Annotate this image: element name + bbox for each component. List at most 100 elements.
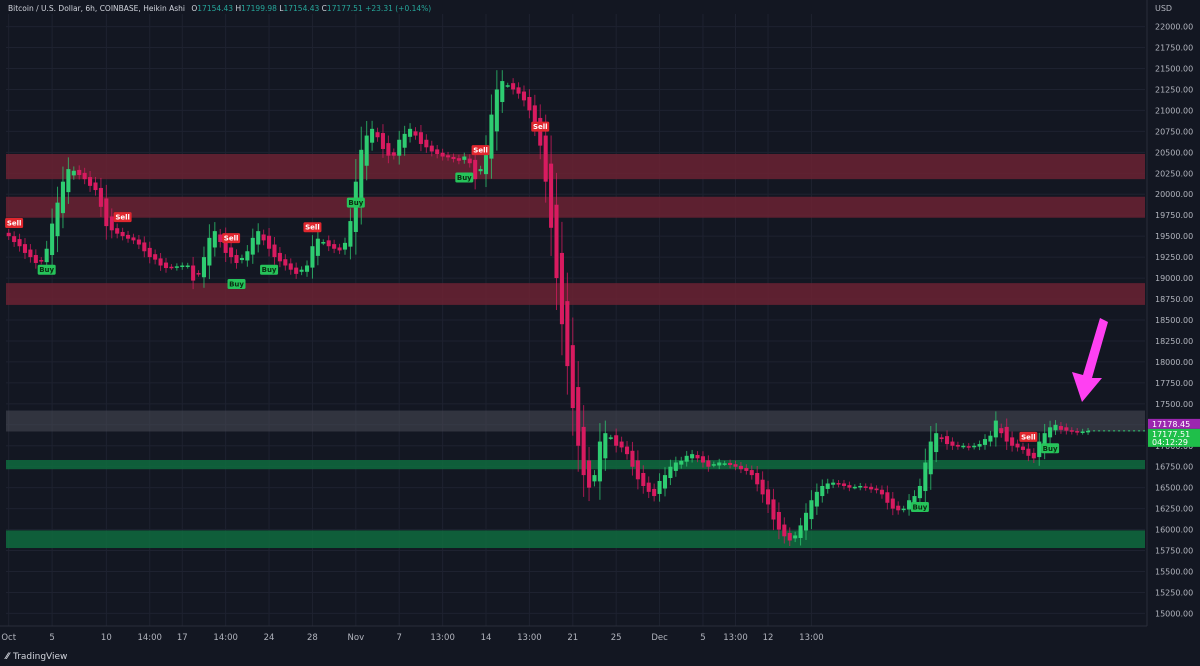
candle-body [543,135,548,182]
candle-body [679,460,684,465]
candle-body [272,244,277,258]
sell-signal-label: Sell [115,214,130,222]
price-axis[interactable]: USD 15000.00 15250.00 15500.00 15750.00 16000… [1146,0,1200,666]
candle-body [451,156,456,160]
candle-body [299,269,304,272]
candle-body [549,163,554,228]
candle-body [60,181,65,214]
low-label: L [279,4,284,13]
price-axis-bg [1147,0,1200,666]
candle-body [223,236,228,253]
sell-signal-label: Sell [305,224,320,232]
candle-body [6,232,11,237]
candle-body [554,204,559,279]
sell-signal-badge [5,218,24,229]
candle-body [163,262,169,269]
candle-body [294,267,299,274]
candle-body [744,467,749,471]
candle-body [267,235,272,249]
price-tick-label: 21750.00 [1155,44,1193,53]
candle-body [17,239,22,247]
chart-legend: Bitcoin / U.S. Dollar, 6h, COINBASE, Hei… [8,4,431,13]
price-tick-label: 18250.00 [1155,337,1193,346]
time-tick-label: 10 [101,633,112,643]
candle-body [1058,426,1063,430]
candle-body [158,258,163,266]
candle-body [646,482,651,492]
candle-body [630,450,635,467]
price-tick-label: 20250.00 [1155,169,1193,178]
candle-body [12,236,17,243]
candle-body [831,482,836,485]
candle-body [1086,430,1091,433]
candle-body [787,532,792,541]
candle-body [738,465,743,470]
candle-body [142,242,147,252]
price-tick-label: 15750.00 [1155,547,1193,556]
price-tick-label: 15500.00 [1155,568,1193,577]
candle-body [614,435,619,446]
candle-body [1020,446,1025,450]
candle-body [250,237,255,255]
candle-body [597,441,602,482]
candle-body [917,485,922,499]
price-tag-1-text: 17178.45 [1152,420,1190,429]
candle-body [652,488,657,497]
candle-body [538,117,543,146]
candle-body [852,486,857,489]
candle-body [521,91,527,101]
candle-body [277,252,282,262]
candle-body [934,433,939,453]
candle-body [391,152,396,156]
candle-body [901,508,906,511]
candle-body [413,131,418,136]
candle-body [418,132,423,144]
candle-body [928,441,933,475]
candle-body [332,244,337,249]
time-tick-label: 12 [763,633,774,643]
candle-body [126,234,131,239]
candle-body [218,234,223,243]
time-tick-label: 17 [177,633,188,643]
sell-signal-label: Sell [473,147,488,155]
candle-body [120,231,125,237]
candle-body [841,483,847,486]
tradingview-logo-icon: ⁄⁄ [6,652,10,662]
candle-body [879,489,884,495]
candle-body [890,498,895,509]
buy-signal-badge [910,501,929,512]
candle-body [342,242,348,250]
zones [6,154,1145,549]
candle-body [1064,427,1069,431]
price-tick-label: 19500.00 [1155,232,1193,241]
time-axis[interactable]: Oct 5 10 14:00 17 14:00 24 28 Nov 7 13:00 14 13:00 21… [0,625,1147,643]
candle-body [955,444,960,447]
time-tick-label: 7 [397,633,402,643]
time-tick-label: 14:00 [213,633,238,643]
candle-body [635,460,640,480]
tradingview-brand[interactable]: ⁄⁄ TradingView [6,652,67,662]
candle-body [782,524,787,537]
candle-body [587,460,592,488]
candles [6,70,1091,547]
candle-body [559,252,564,325]
candle-body [115,228,120,234]
candle-body [201,257,207,278]
candle-body [370,128,375,143]
close-label: C [321,4,327,13]
price-tick-label: 21000.00 [1155,106,1193,115]
resistance-zone [6,196,1145,218]
buy-signal-label: Buy [229,280,244,288]
candle-body [690,454,695,459]
candle-body [885,492,890,503]
candle-body [185,265,190,268]
candle-body [760,479,765,495]
candle-body [397,139,402,156]
sell-signal-label: Sell [7,220,22,228]
candle-body [212,231,217,248]
candle-body [33,255,38,263]
candle-body [1031,452,1036,459]
candle-body [673,462,678,471]
